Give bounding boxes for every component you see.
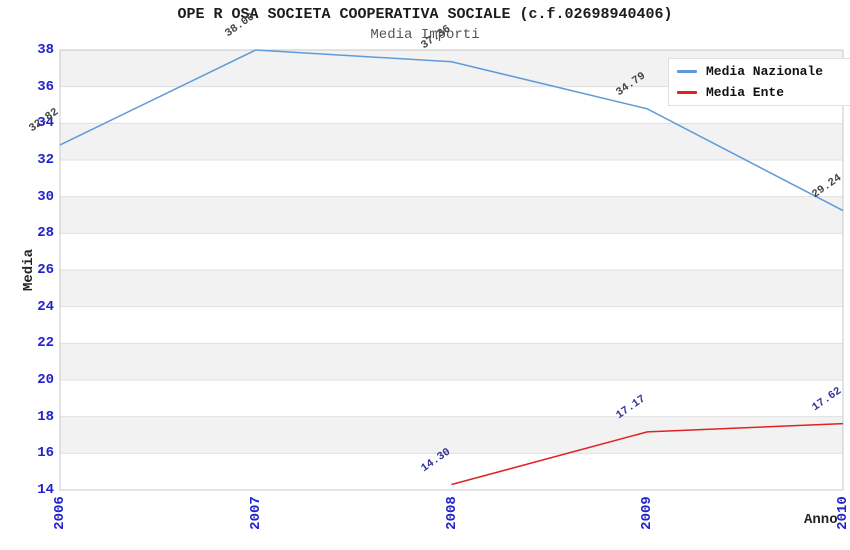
background-band [60, 233, 843, 270]
plot-border [59, 49, 844, 491]
series-line-1 [451, 422, 844, 486]
y-axis-title: Media [21, 249, 37, 292]
background-band [60, 416, 843, 454]
y-tick-label: 18 [37, 408, 54, 425]
y-tick-label: 22 [37, 335, 54, 352]
y-tick-label: 14 [37, 482, 54, 498]
y-tick-label: 24 [37, 298, 54, 315]
background-band [60, 306, 843, 344]
y-tick-label: 36 [37, 78, 54, 95]
series-line-0 [59, 49, 844, 212]
chart-title: OPE R OSA SOCIETA COOPERATIVA SOCIALE (c… [177, 6, 673, 23]
y-tick-label: 28 [37, 225, 54, 242]
legend-item-ente: Media Ente [677, 86, 845, 99]
x-tick-label: 2008 [443, 496, 460, 530]
legend-line-swatch-nazionale [677, 70, 697, 73]
y-tick-label: 30 [37, 188, 54, 205]
y-tick-label: 32 [37, 152, 54, 168]
background-band [60, 380, 843, 417]
legend: Media Nazionale Media Ente [668, 58, 850, 106]
x-tick-label: 2009 [639, 496, 656, 530]
x-tick-label: 2007 [247, 496, 264, 530]
legend-item-nazionale: Media Nazionale [677, 65, 845, 78]
background-band [60, 343, 843, 380]
y-tick-label: 38 [37, 42, 54, 58]
legend-label-nazionale: Media Nazionale [706, 64, 824, 79]
background-band [60, 160, 843, 197]
x-axis-title: Anno [804, 512, 838, 528]
chart-subtitle: Media Importi [370, 27, 480, 43]
y-tick-label: 34 [37, 115, 54, 132]
y-tick-label: 26 [37, 262, 54, 278]
y-tick-label: 20 [37, 372, 54, 388]
legend-label-ente: Media Ente [706, 85, 785, 100]
background-band [60, 196, 843, 234]
y-tick-label: 16 [37, 445, 54, 462]
legend-line-swatch-ente [677, 91, 697, 94]
background-band [60, 123, 843, 160]
x-tick-label: 2006 [52, 496, 68, 530]
background-band [60, 270, 843, 307]
